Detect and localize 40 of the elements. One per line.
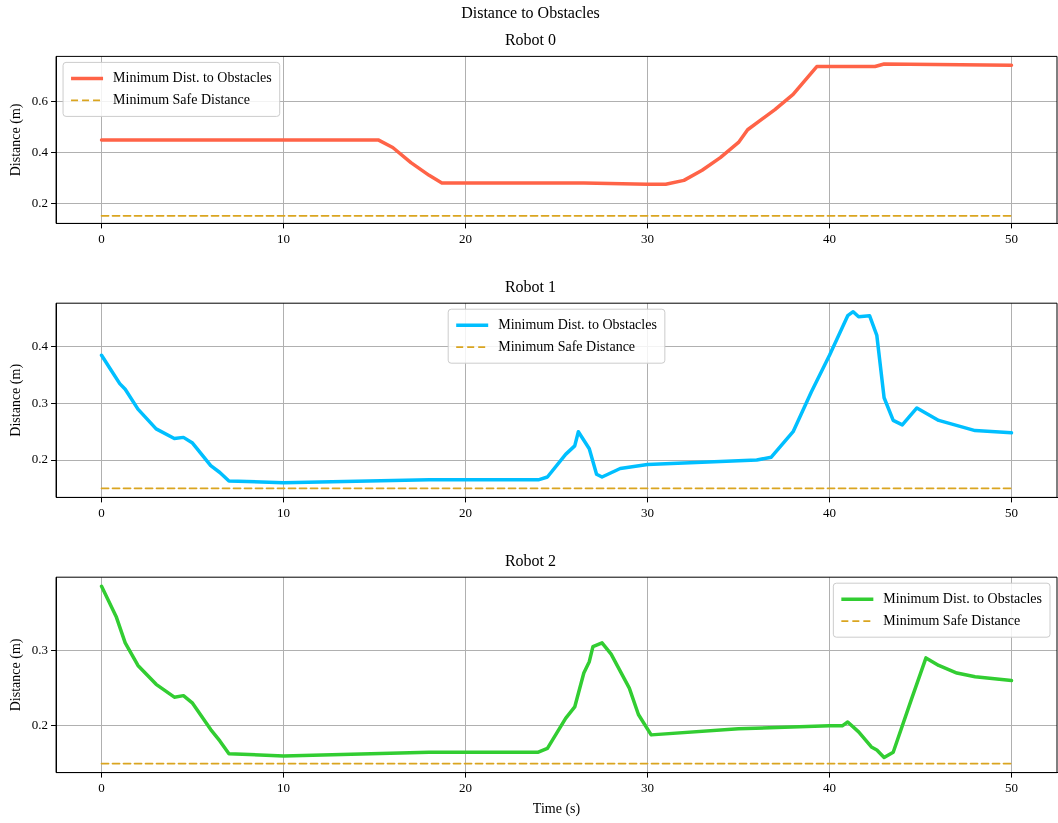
x-tick-label: 20: [459, 230, 473, 246]
y-axis-title: Distance (m): [8, 103, 25, 177]
x-tick-label: 50: [1005, 230, 1018, 246]
y-tick-label: 0.2: [31, 717, 49, 733]
x-tick-label: 30: [641, 504, 655, 520]
x-axis-title: Time (s): [532, 801, 581, 818]
legend-label: Minimum Safe Distance: [113, 92, 250, 108]
x-tick-label: 10: [277, 230, 291, 246]
chart-title: Distance to Obstacles: [461, 3, 600, 21]
x-tick-label: 0: [98, 230, 105, 246]
chart-title: Robot 1: [504, 277, 557, 295]
legend-label: Minimum Safe Distance: [498, 338, 636, 354]
legend-label: Minimum Dist. to Obstacles: [113, 70, 272, 86]
x-tick-label: 50: [1005, 779, 1018, 795]
y-tick-label: 0.3: [31, 641, 49, 657]
y-tick-label: 0.2: [31, 194, 49, 210]
chart-subtitle: Robot 0: [504, 31, 557, 48]
chart-title: Robot 2: [504, 551, 557, 569]
y-axis-title: Distance (m): [8, 363, 25, 437]
y-tick-label: 0.6: [31, 93, 49, 109]
x-tick-label: 20: [459, 504, 473, 520]
x-tick-label: 10: [277, 504, 291, 520]
y-tick-label: 0.2: [31, 451, 49, 467]
x-tick-label: 50: [1005, 504, 1018, 520]
x-tick-label: 40: [823, 779, 837, 795]
legend-label: Minimum Dist. to Obstacles: [883, 590, 1043, 606]
y-tick-label: 0.4: [31, 143, 49, 159]
x-tick-label: 30: [641, 779, 655, 795]
y-axis-title: Distance (m): [8, 638, 25, 712]
x-tick-label: 40: [823, 230, 837, 246]
x-tick-label: 0: [98, 504, 105, 520]
x-tick-label: 0: [98, 779, 105, 795]
y-tick-label: 0.4: [31, 338, 49, 354]
x-tick-label: 10: [277, 779, 291, 795]
legend-label: Minimum Dist. to Obstacles: [498, 316, 657, 332]
x-tick-label: 20: [459, 779, 473, 795]
x-tick-label: 30: [641, 230, 655, 246]
legend-label: Minimum Safe Distance: [883, 612, 1021, 628]
x-tick-label: 40: [823, 504, 837, 520]
y-tick-label: 0.3: [31, 394, 49, 410]
